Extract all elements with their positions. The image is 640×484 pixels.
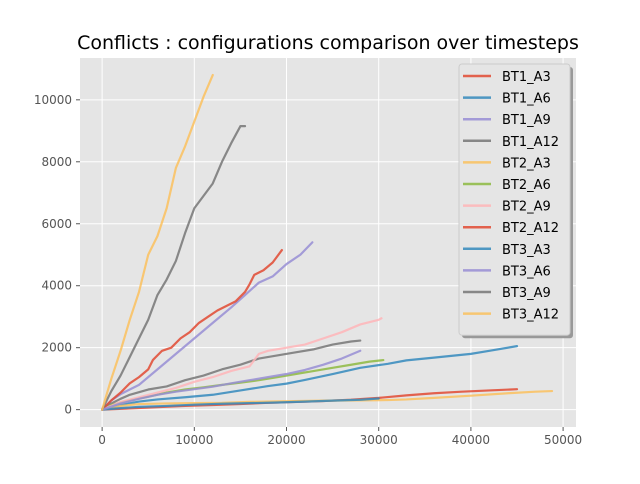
legend-label: BT3_A6 <box>502 264 551 279</box>
y-tick-label: 8000 <box>41 155 72 169</box>
legend-box <box>458 63 571 336</box>
series-line-bt1-a12 <box>101 339 362 411</box>
legend-label: BT1_A6 <box>502 92 551 107</box>
series-line-bt2-a9 <box>101 317 383 411</box>
x-tick-label: 20000 <box>267 433 305 447</box>
y-tick-label: 10000 <box>34 93 72 107</box>
series-line-bt3-a9 <box>101 125 247 411</box>
x-tick-label: 40000 <box>452 433 490 447</box>
y-tick-label: 0 <box>64 403 72 417</box>
legend-label: BT3_A3 <box>502 243 551 258</box>
y-tick-label: 4000 <box>41 279 72 293</box>
series-line-bt3-a6 <box>101 349 362 411</box>
legend: BT1_A3 BT1_A6 BT1_A9 BT1_A12 BT2_A3 BT2_A6 BT2… <box>458 63 573 339</box>
series-line-bt3-a3 <box>101 397 380 411</box>
series-line-bt2-a12 <box>101 248 283 411</box>
legend-label: BT3_A9 <box>502 286 551 301</box>
x-tick-label: 30000 <box>360 433 398 447</box>
x-tick-label: 10000 <box>175 433 213 447</box>
legend-label: BT2_A12 <box>502 221 559 236</box>
x-tick-label: 50000 <box>544 433 582 447</box>
axes: 0 10000 20000 30000 40000 50000 0 2000 4000 6000 8… <box>34 93 582 447</box>
legend-label: BT1_A3 <box>502 70 551 85</box>
y-tick-label: 6000 <box>41 217 72 231</box>
x-tick-label: 0 <box>98 433 106 447</box>
series-line-bt1-a9 <box>101 241 314 411</box>
legend-label: BT1_A9 <box>502 113 551 128</box>
legend-label: BT1_A12 <box>502 135 559 150</box>
legend-label: BT2_A3 <box>502 156 551 171</box>
legend-label: BT3_A12 <box>502 308 559 323</box>
legend-label: BT2_A9 <box>502 200 551 215</box>
legend-label: BT2_A6 <box>502 178 551 193</box>
chart-title: Conflicts : configurations comparison ov… <box>77 32 579 54</box>
y-tick-label: 2000 <box>41 341 72 355</box>
series-line-bt1-a6 <box>101 345 519 411</box>
series-line-bt3-a12 <box>101 73 214 411</box>
series-lines <box>101 73 554 411</box>
